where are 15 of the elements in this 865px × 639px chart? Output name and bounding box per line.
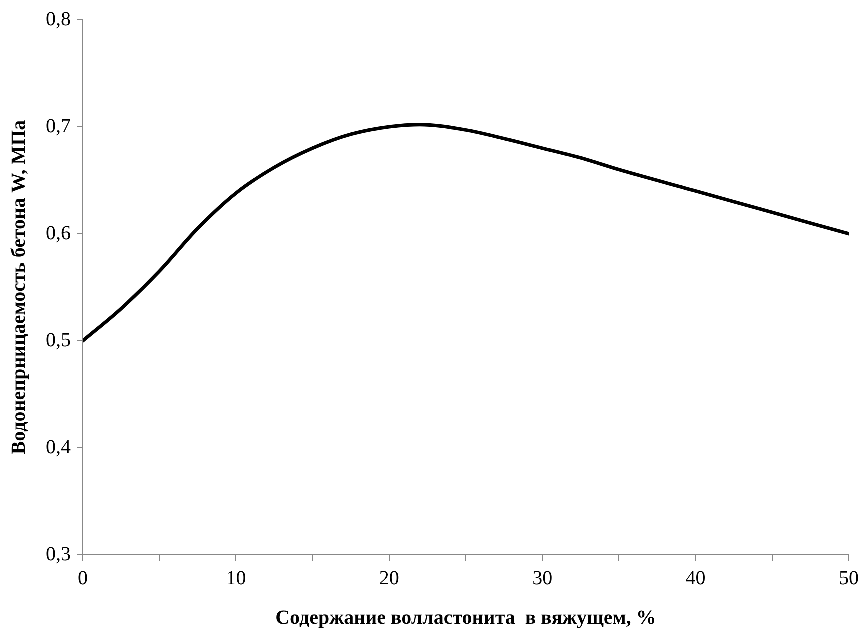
y-tick-label: 0,6: [46, 222, 71, 244]
x-tick-label: 30: [532, 567, 553, 590]
x-tick-label: 40: [686, 567, 706, 590]
line-series: [83, 123, 849, 343]
x-axis-title: Содержание волластонита в вяжущем, %: [276, 607, 656, 630]
y-tick-label: 0,7: [46, 115, 71, 138]
y-tick-label: 0,3: [46, 543, 71, 566]
y-axis-title: Водонепрницаемость бетона W, МПа: [8, 120, 30, 455]
x-tick-label: 0: [78, 567, 88, 590]
y-tick-label: 0,8: [46, 8, 71, 30]
x-tick-label: 10: [226, 567, 246, 590]
y-tick-label: 0,4: [46, 436, 71, 458]
x-tick-label: 20: [379, 567, 400, 590]
y-tick-label: 0,5: [46, 329, 71, 352]
x-tick-label: 50: [839, 567, 859, 590]
